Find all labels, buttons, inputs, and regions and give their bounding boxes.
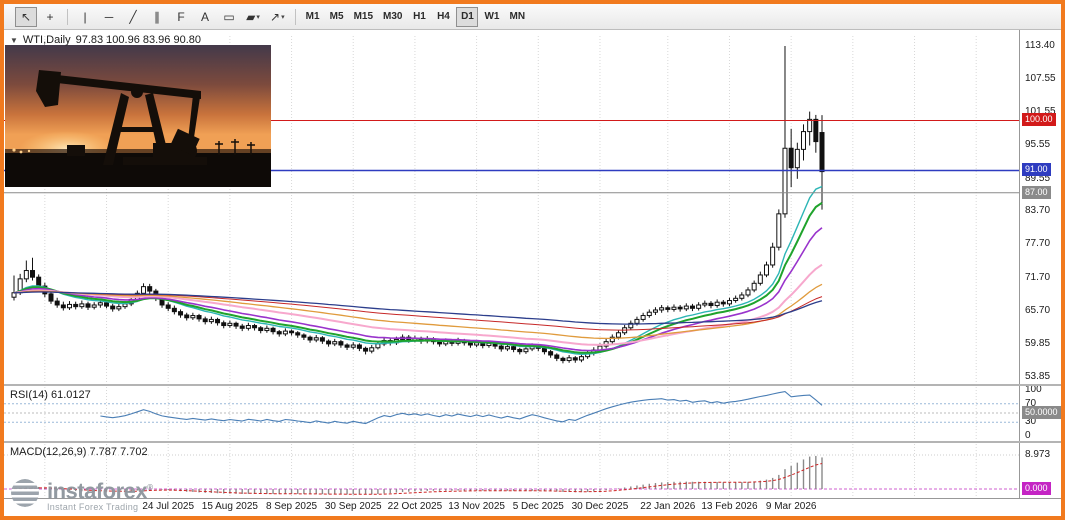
date-tick-label: 9 Mar 2026	[765, 501, 817, 512]
toolbar-separator	[294, 8, 296, 25]
tool-shapes-button[interactable]: ▰ ▾	[242, 7, 264, 27]
price-axis[interactable]: 113.40 107.55 101.55 95.55 89.55 83.70 77.70 71…	[1019, 30, 1061, 498]
instaforex-globe-icon	[11, 479, 39, 507]
toolbar-separator	[67, 8, 68, 25]
price-line-badge: 91.00	[1022, 163, 1051, 177]
expand-triangle-icon[interactable]: ▼	[10, 35, 18, 45]
panel-splitter-macd[interactable]	[4, 441, 1061, 443]
tool-equidistant-channel-button[interactable]: ∥	[146, 7, 168, 27]
timeframe-m15-button[interactable]: M15	[350, 7, 377, 27]
tool-pointer-button[interactable]: ↖	[15, 6, 37, 27]
toolbar-tools: ↖ + | ─ ╱ ∥ F A ▭ ▰ ▾ ↗ ▾	[14, 4, 301, 29]
tool-fibonacci-button[interactable]: F	[170, 7, 192, 27]
date-axis[interactable]: 24 Jul 2025 15 Aug 2025 8 Sep 2025 30 Sep 2…	[4, 498, 1061, 516]
date-tick-label: 22 Jan 2026	[640, 501, 696, 512]
timeframe-d1-button[interactable]: D1	[456, 6, 479, 27]
ohlc-values: 97.83 100.96 83.96 90.80	[75, 34, 201, 46]
rsi-tick-label: 0	[1025, 430, 1031, 441]
tool-horizontal-line-button[interactable]: ─	[98, 7, 120, 27]
price-line-badge: 100.00	[1022, 113, 1056, 127]
tool-crosshair-button[interactable]: +	[39, 7, 61, 27]
crosshair-icon: +	[46, 9, 54, 24]
shapes-icon: ▰	[246, 9, 256, 24]
tool-text-button[interactable]: A	[194, 7, 216, 27]
timeframe-w1-button[interactable]: W1	[480, 7, 503, 27]
pumpjack-silhouette	[36, 70, 207, 165]
timeframe-m1-button[interactable]: M1	[302, 7, 324, 27]
rsi-label: RSI(14) 61.0127	[10, 389, 91, 401]
date-tick-label: 22 Oct 2025	[387, 501, 443, 512]
macd-zero-badge: 0.000	[1022, 482, 1051, 495]
chart-canvas[interactable]	[4, 30, 1019, 498]
timeframe-h1-button[interactable]: H1	[408, 7, 430, 27]
pumpjack-photo-graphic	[5, 45, 271, 187]
dropdown-caret-icon: ▾	[281, 13, 285, 21]
macd-label: MACD(12,26,9) 7.787 7.702	[10, 446, 148, 458]
distant-lights	[12, 148, 31, 154]
timeframe-m30-button[interactable]: M30	[379, 7, 406, 27]
text-icon: A	[200, 9, 209, 24]
horizontal-line-icon: ─	[104, 9, 114, 24]
power-poles	[215, 139, 255, 155]
logo-brand-text: instaforex®	[47, 476, 153, 502]
equidistant-channel-icon: ∥	[154, 9, 160, 24]
rsi-name: RSI(14)	[10, 389, 48, 401]
macd-tick-label: 8.973	[1025, 448, 1051, 460]
tool-trendline-button[interactable]: ╱	[122, 7, 144, 27]
price-tick-label: 71.70	[1025, 271, 1051, 283]
price-tick-label: 77.70	[1025, 238, 1051, 250]
rsi-value: 61.0127	[50, 389, 91, 401]
timeframe-h4-button[interactable]: H4	[432, 7, 454, 27]
date-tick-label: 13 Feb 2026	[701, 501, 758, 512]
date-tick-label: 5 Dec 2025	[512, 501, 564, 512]
timeframe-mn-button[interactable]: MN	[505, 7, 529, 27]
instaforex-logo: instaforex® Instant Forex Trading	[8, 476, 153, 512]
article-photo	[5, 45, 271, 187]
date-tick-label: 30 Sep 2025	[324, 501, 382, 512]
vertical-line-icon: |	[83, 9, 87, 24]
timeframe-buttons: M1 M5 M15 M30 H1 H4 D1 W1 MN	[301, 4, 530, 29]
symbol-label: WTI,Daily	[22, 34, 71, 46]
tool-arrows-button[interactable]: ↗ ▾	[266, 7, 289, 27]
tool-text-label-button[interactable]: ▭	[218, 7, 240, 27]
price-tick-label: 101.55	[1025, 105, 1056, 117]
price-tick-label: 59.85	[1025, 337, 1051, 349]
price-tick-label: 107.55	[1025, 72, 1056, 84]
dropdown-caret-icon: ▾	[256, 13, 260, 21]
date-tick-label: 30 Dec 2025	[571, 501, 629, 512]
fibonacci-icon: F	[177, 9, 185, 24]
logo-brand: instaforex	[47, 478, 148, 504]
price-tick-label: 65.70	[1025, 305, 1051, 317]
price-tick-label: 95.55	[1025, 139, 1051, 151]
price-line-badge: 87.00	[1022, 185, 1051, 199]
price-tick-label: 89.55	[1025, 172, 1051, 184]
date-tick-label: 15 Aug 2025	[201, 501, 258, 512]
chart-title: ▼ WTI,Daily 97.83 100.96 83.96 90.80	[10, 34, 201, 46]
rsi-tick-label: 100	[1025, 384, 1042, 395]
panel-splitter-rsi[interactable]	[4, 384, 1061, 386]
rsi-mid-badge: 50.0000	[1022, 406, 1061, 419]
date-tick-label: 24 Jul 2025	[142, 501, 195, 512]
logo-tagline: Instant Forex Trading	[47, 502, 139, 513]
registered-mark: ®	[147, 483, 153, 492]
arrows-icon: ↗	[270, 9, 281, 24]
trendline-icon: ╱	[129, 9, 137, 24]
toolbar: ↖ + | ─ ╱ ∥ F A ▭ ▰ ▾ ↗ ▾ M1 M5 M15 M30 H1 H4 D1 W1 MN	[4, 4, 1061, 30]
timeframe-m5-button[interactable]: M5	[326, 7, 348, 27]
price-tick-label: 113.40	[1025, 40, 1055, 51]
rsi-tick-label: 30	[1025, 416, 1037, 428]
price-tick-label: 53.85	[1025, 370, 1051, 382]
macd-value: 7.787 7.702	[89, 446, 148, 458]
date-tick-label: 13 Nov 2025	[448, 501, 505, 512]
rsi-tick-label: 70	[1025, 397, 1037, 409]
macd-name: MACD(12,26,9)	[10, 446, 87, 458]
tool-vertical-line-button[interactable]: |	[74, 7, 96, 27]
pointer-icon: ↖	[20, 9, 32, 24]
date-tick-label: 8 Sep 2025	[265, 501, 318, 512]
text-label-icon: ▭	[223, 9, 235, 24]
price-tick-label: 83.70	[1025, 205, 1051, 217]
